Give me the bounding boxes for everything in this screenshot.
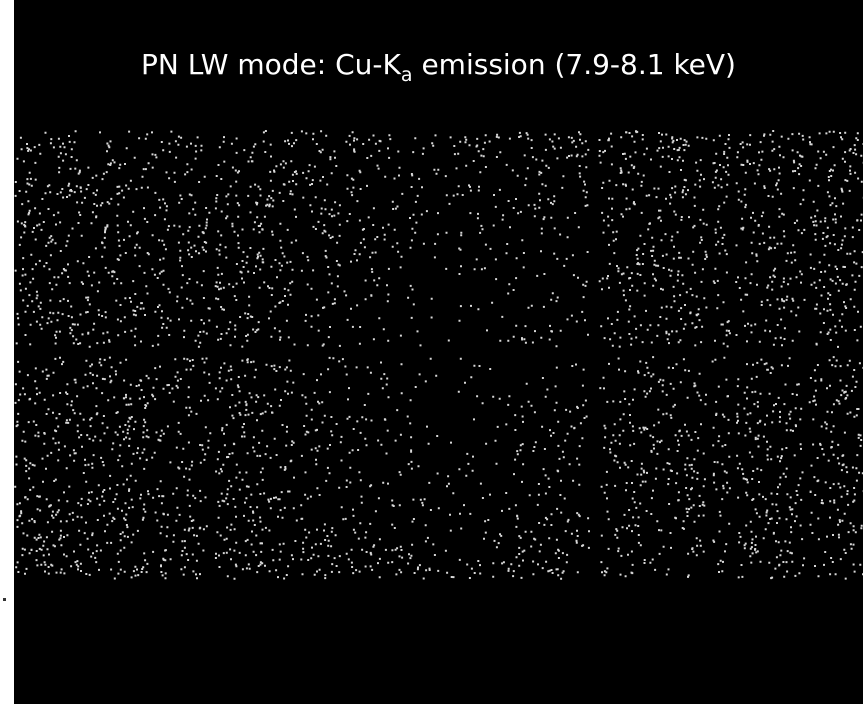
detector-image xyxy=(14,0,863,704)
title-text: PN LW mode: Cu-K xyxy=(141,48,401,81)
image-title: PN LW mode: Cu-Ka emission (7.9-8.1 keV) xyxy=(14,48,863,81)
speck xyxy=(3,598,6,601)
photon-events xyxy=(14,130,863,580)
title-text: emission (7.9-8.1 keV) xyxy=(413,48,736,81)
image-frame: PN LW mode: Cu-Ka emission (7.9-8.1 keV) xyxy=(14,0,863,704)
title-subscript: a xyxy=(401,64,413,86)
page: {"title": {"prefix": "PN LW mode: Cu-K",… xyxy=(0,0,863,704)
